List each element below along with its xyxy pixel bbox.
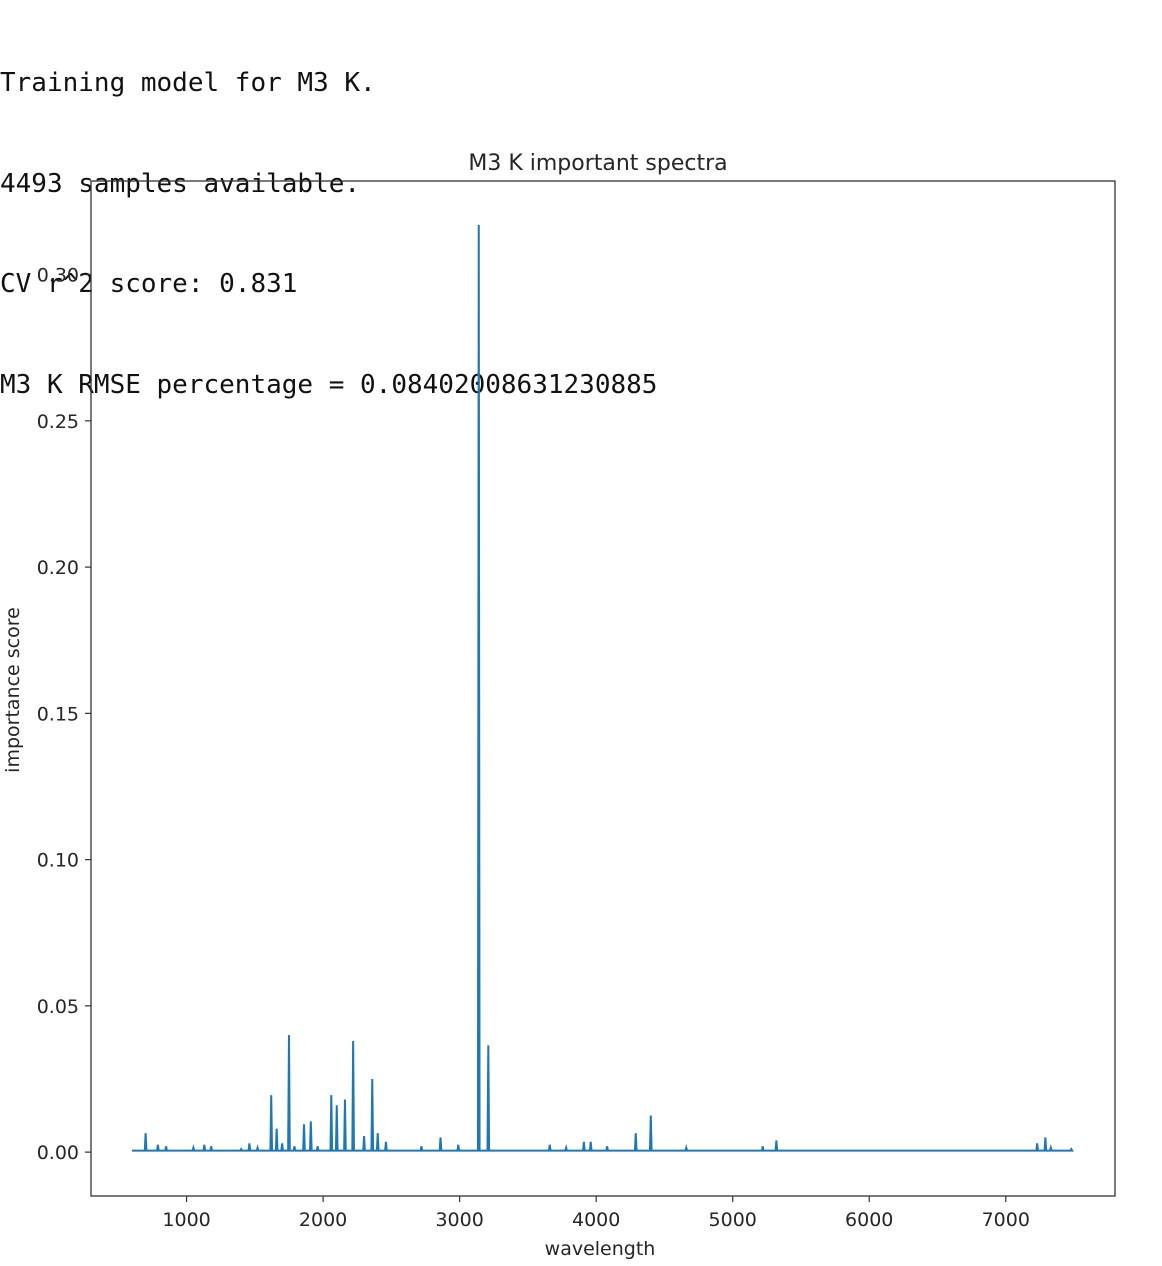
x-tick-label: 2000 <box>299 1209 347 1231</box>
x-tick-label: 3000 <box>435 1209 483 1231</box>
y-tick-label: 0.00 <box>37 1142 79 1164</box>
console-line: CV r^2 score: 0.831 <box>0 269 298 299</box>
console-output: Training model for M3 K. 4493 samples av… <box>0 0 657 436</box>
x-tick-label: 1000 <box>162 1209 210 1231</box>
chart-title: M3 K important spectra <box>468 151 727 176</box>
axis-ticks: 1000 2000 3000 4000 5000 6000 7000 0.00 0.05 0.10… <box>37 265 1030 1231</box>
console-line: Training model for M3 K. <box>0 68 376 98</box>
x-axis-label: wavelength <box>545 1238 656 1260</box>
y-axis-label: importance score <box>2 607 24 773</box>
y-tick-label: 0.15 <box>37 703 79 725</box>
y-tick-label: 0.25 <box>37 411 79 433</box>
series-line <box>131 224 1074 1152</box>
y-tick-label: 0.10 <box>37 850 79 872</box>
console-line: M3 K RMSE percentage = 0.084020086312308… <box>0 369 658 400</box>
y-tick-label: 0.20 <box>37 557 79 579</box>
x-tick-label: 7000 <box>982 1209 1030 1231</box>
x-tick-label: 5000 <box>709 1209 757 1231</box>
x-tick-label: 6000 <box>845 1209 893 1231</box>
y-tick-label: 0.30 <box>37 265 79 287</box>
plot-frame <box>90 180 1116 1197</box>
x-tick-label: 4000 <box>572 1209 620 1231</box>
y-tick-label: 0.05 <box>37 996 79 1018</box>
console-line: 4493 samples available. <box>0 168 361 199</box>
